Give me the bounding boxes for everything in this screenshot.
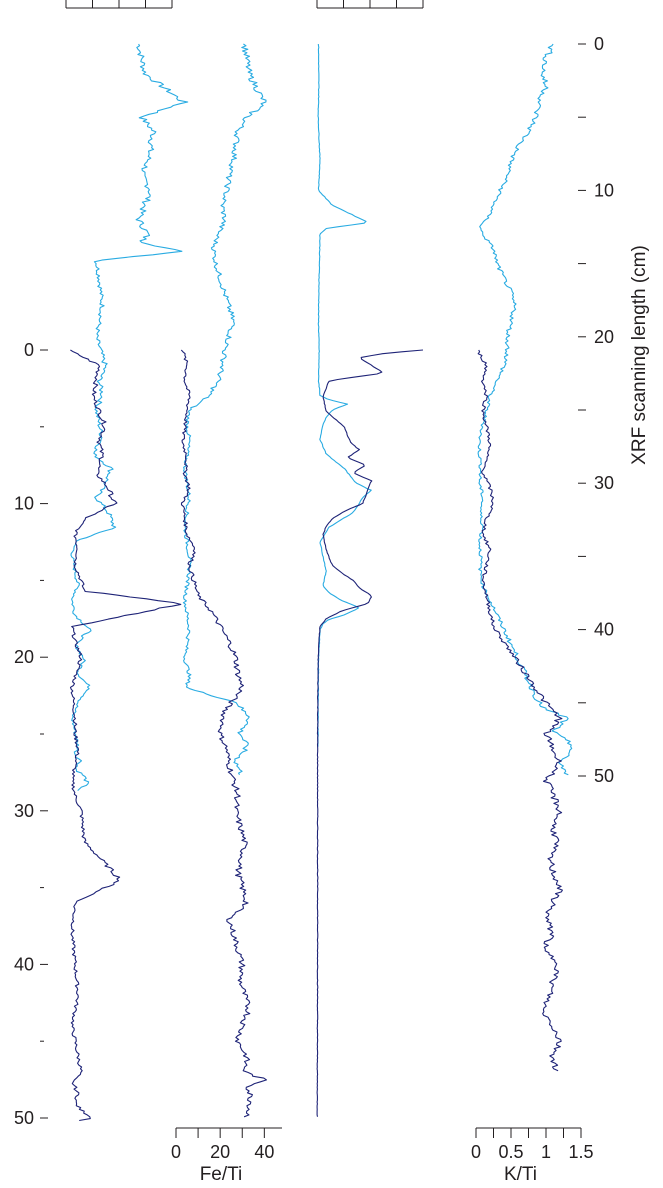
scale-tick-label-p4: 0 [471, 1142, 481, 1162]
left-axis-tick-label: 10 [14, 494, 34, 514]
left-axis-tick-label: 40 [14, 954, 34, 974]
scale-tick-label-p4: 1 [541, 1142, 551, 1162]
bottom-scale-bars: 0 20 40 Fe/Ti 0 0.5 1 1.5 K/Ti [171, 1127, 594, 1185]
left-axis-tick-label: 30 [14, 801, 34, 821]
scale-tick-label-p4: 0.5 [498, 1142, 523, 1162]
series-lines [69, 43, 573, 1122]
series-line-p3-core-a [317, 43, 372, 747]
series-line-p2-core-a [182, 43, 267, 776]
series-line-p2-core-b [180, 349, 268, 1118]
right-axis-tick-label: 10 [594, 180, 614, 200]
right-axis-tick-label: 40 [594, 620, 614, 640]
scale-tick-label-p2: 0 [171, 1142, 181, 1162]
left-depth-axis: 0 10 20 30 40 50 [14, 340, 48, 1128]
panel-xlabel-p2: Fe/Ti [200, 1164, 243, 1185]
top-scale-bars [65, 0, 424, 9]
panel-xlabel-p4: K/Ti [504, 1164, 537, 1185]
scale-tick-label-p4: 1.5 [568, 1142, 593, 1162]
series-line-p4-core-a [477, 43, 573, 776]
left-axis-tick-label: 50 [14, 1108, 34, 1128]
left-axis-tick-label: 20 [14, 647, 34, 667]
right-axis-tick-label: 50 [594, 766, 614, 786]
series-line-p3-core-b [316, 349, 424, 1117]
right-depth-axis: 0 10 20 30 40 50 [578, 34, 614, 786]
left-axis-tick-label: 0 [24, 340, 34, 360]
scale-tick-label-p2: 20 [210, 1142, 230, 1162]
right-axis-title: XRF scanning length (cm) [629, 245, 650, 465]
series-line-p4-core-b [477, 349, 563, 1072]
series-line-p1-core-a [70, 43, 189, 791]
right-axis-tick-label: 0 [594, 34, 604, 54]
scale-tick-label-p2: 40 [254, 1142, 274, 1162]
series-line-p1-core-b [69, 349, 182, 1122]
right-axis-tick-label: 20 [594, 327, 614, 347]
right-axis-tick-label: 30 [594, 473, 614, 493]
